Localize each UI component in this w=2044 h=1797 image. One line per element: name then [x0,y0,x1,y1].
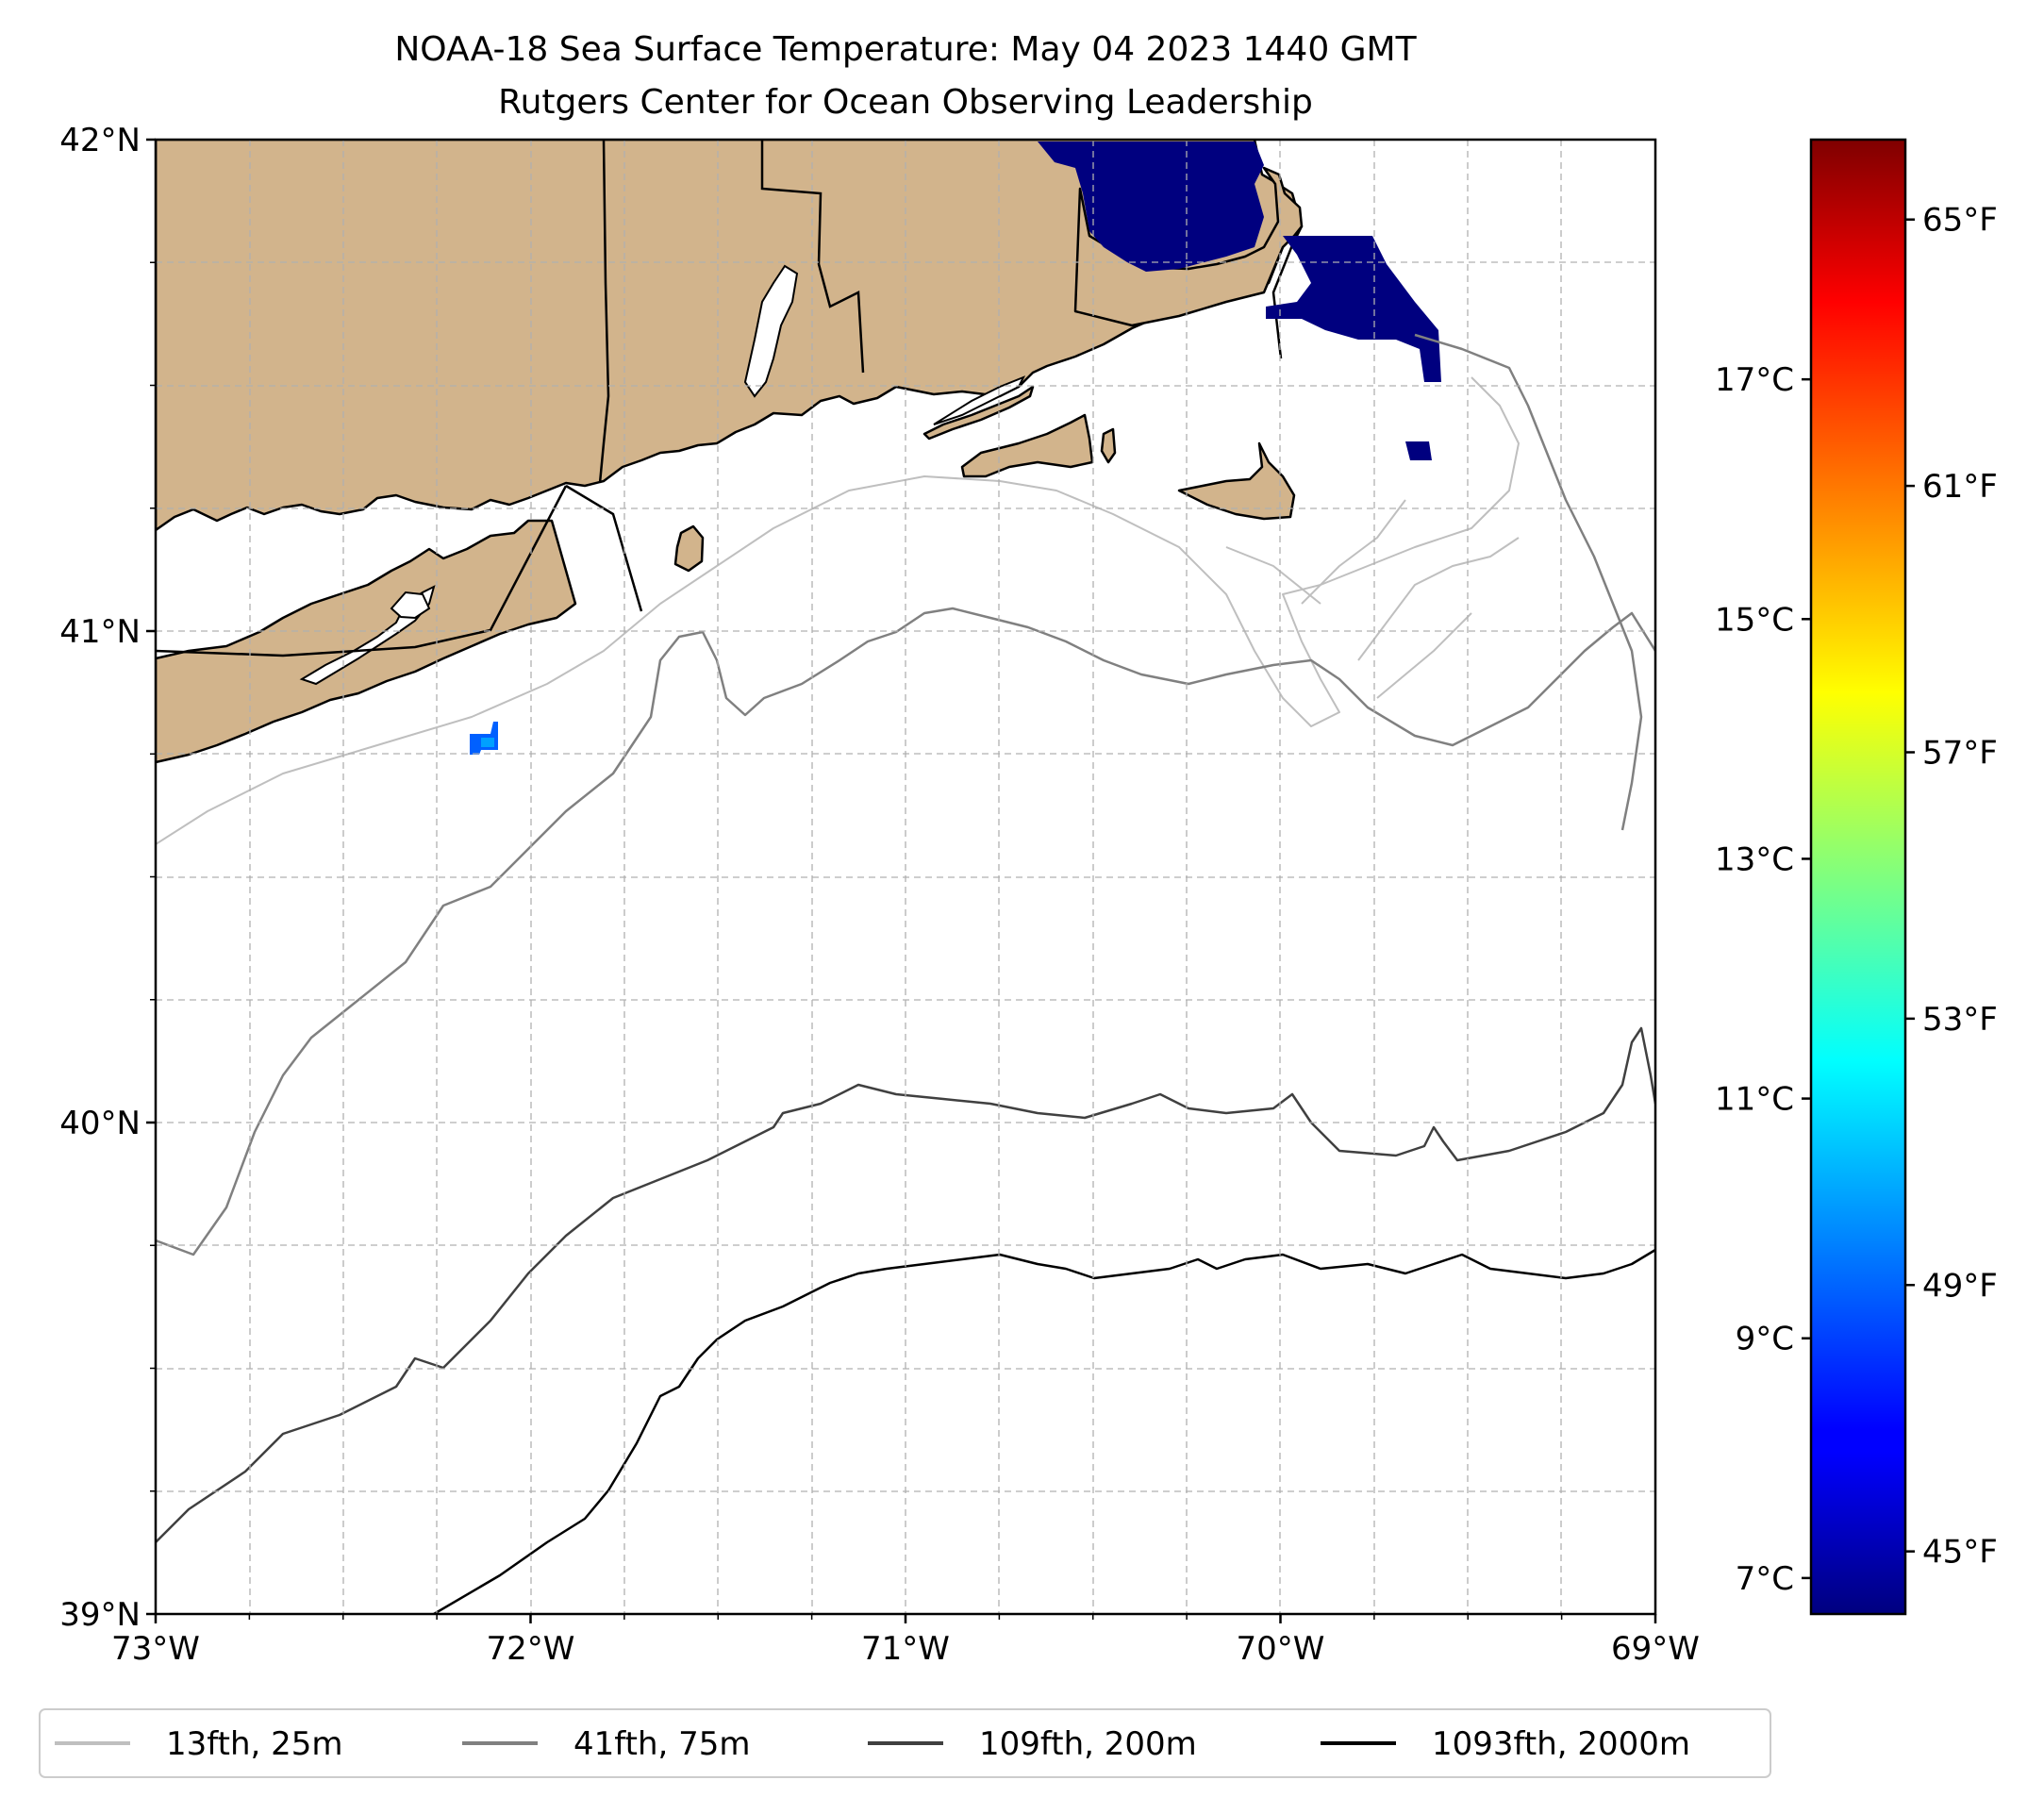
legend-label: 41fth, 75m [573,1725,751,1763]
map-subtitle: Rutgers Center for Ocean Observing Leade… [498,83,1313,122]
legend-label: 13fth, 25m [166,1725,343,1763]
legend-label: 109fth, 200m [979,1725,1197,1763]
land [156,140,1304,764]
bays [299,264,1026,686]
boundary-ct-ny-sea [156,485,568,657]
celsius-tick-label: 7°C [1736,1560,1794,1598]
land-block-island [673,524,705,573]
celsius-tick-label: 9°C [1736,1321,1794,1358]
contour-75m-east [1414,333,1643,831]
lon-tick-label: 71°W [861,1630,950,1668]
land-marthas-vineyard [960,413,1094,478]
land-nantucket [1177,441,1296,521]
bay-shelter-island [390,591,431,620]
map-title: NOAA-18 Sea Surface Temperature: May 04 … [394,30,1417,69]
boundary-ct-ri [598,140,610,484]
sst-outer-cape [1266,236,1441,382]
legend: 13fth, 25m 41fth, 75m 109fth, 200m 1093fth,… [39,1708,1771,1778]
bay-narragansett [743,264,799,398]
fahrenheit-tick-label: 65°F [1922,202,1998,240]
state-boundaries [156,140,1304,657]
gridlines [156,140,1655,1614]
colorbar: 7°C 9°C 11°C 13°C 15°C 17°C 45°F 49°F 53°F 57°F 6… [1715,138,1998,1616]
celsius-tick-label: 17°C [1715,361,1794,399]
land-long-island [156,519,577,764]
lat-tick-label: 41°N [59,613,141,651]
fahrenheit-tick-label: 61°F [1922,468,1998,506]
colorbar-fahrenheit-ticks: 45°F 49°F 53°F 57°F 61°F 65°F [1905,202,1998,1572]
contour-2000m [433,1248,1655,1614]
sst-nantucket-shoals [1405,441,1432,460]
contour-200m [156,1026,1655,1543]
fahrenheit-tick-label: 49°F [1922,1267,1998,1305]
boundary-ri-ny-sea [565,484,643,612]
boundary-ri-ma [760,140,865,374]
lon-tick-label: 69°W [1611,1630,1700,1668]
contour-25m-shoals [1225,499,1520,699]
sst-cape-cod-bay [1038,141,1264,272]
longitude-axis: 73°W 72°W 71°W 70°W 69°W [111,1614,1700,1668]
lon-tick-label: 72°W [487,1630,575,1668]
colorbar-gradient [1809,138,1907,1616]
fahrenheit-tick-label: 53°F [1922,1001,1998,1039]
sst-pixels [470,141,1441,755]
land-tuckernuck [1100,427,1117,464]
map-panel [156,140,1655,1614]
bay-buzzards [933,375,1026,425]
lat-tick-label: 39°N [59,1596,141,1634]
sst-offshore-patch-edge [481,738,494,747]
fahrenheit-tick-label: 57°F [1922,734,1998,772]
lat-tick-label: 40°N [59,1105,141,1142]
latitude-axis: 42°N 41°N 40°N 39°N [59,122,156,1634]
lon-tick-label: 73°W [111,1630,200,1668]
contour-25m [156,376,1520,845]
legend-label: 1093fth, 2000m [1432,1725,1690,1763]
colorbar-celsius-ticks: 7°C 9°C 11°C 13°C 15°C 17°C [1715,361,1811,1598]
celsius-tick-label: 13°C [1715,840,1794,878]
celsius-tick-label: 11°C [1715,1081,1794,1119]
lat-tick-label: 42°N [59,122,141,159]
land-elizabeth-islands [922,385,1035,441]
fahrenheit-tick-label: 45°F [1922,1534,1998,1572]
lon-tick-label: 70°W [1237,1630,1325,1668]
celsius-tick-label: 15°C [1715,601,1794,639]
